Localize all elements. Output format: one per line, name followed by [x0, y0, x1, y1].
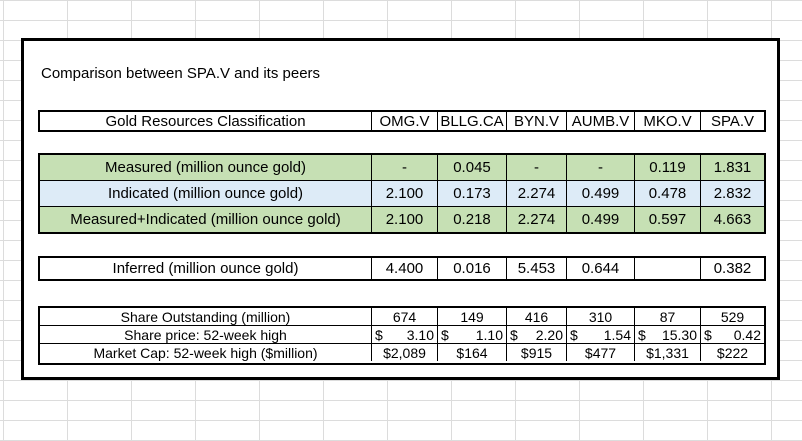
price-value: 3.10	[406, 326, 434, 343]
value-cell[interactable]: 0.499	[567, 181, 635, 206]
value-cell[interactable]: $477	[567, 344, 635, 361]
price-value: 2.20	[535, 326, 563, 343]
price-cell[interactable]: $2.20	[507, 326, 567, 343]
value-cell[interactable]: 674	[372, 308, 438, 325]
resources-block: Measured (million ounce gold) - 0.045 - …	[38, 153, 766, 234]
price-value: 1.54	[603, 326, 631, 343]
price-cell[interactable]: $15.30	[635, 326, 701, 343]
currency-symbol: $	[441, 326, 449, 343]
value-cell[interactable]: -	[507, 155, 567, 180]
value-cell[interactable]: $915	[507, 344, 567, 361]
row-label-cell[interactable]: Indicated (million ounce gold)	[40, 181, 372, 206]
value-cell[interactable]: 0.218	[438, 207, 507, 232]
ticker-cell[interactable]: SPA.V	[710, 112, 755, 130]
price-cell[interactable]: $3.10	[372, 326, 438, 343]
value-cell[interactable]: 149	[438, 308, 507, 325]
row-label-cell[interactable]: Share price: 52-week high	[40, 326, 372, 343]
price-cell[interactable]: $1.54	[567, 326, 635, 343]
table-row-market-cap: Market Cap: 52-week high ($million) $2,0…	[40, 343, 764, 361]
header-row: Gold Resources Classification OMG.V BLLG…	[38, 110, 766, 132]
value-cell[interactable]: 2.274	[507, 181, 567, 206]
row-label-cell[interactable]: Measured+Indicated (million ounce gold)	[40, 207, 372, 232]
value-cell[interactable]: 0.173	[438, 181, 507, 206]
value-cell[interactable]: -	[567, 155, 635, 180]
ticker-cell[interactable]: BYN.V	[507, 112, 567, 130]
currency-symbol: $	[570, 326, 578, 343]
value-cell[interactable]: 5.453	[507, 258, 567, 279]
ticker-cell[interactable]: BLLG.CA	[438, 112, 507, 130]
value-cell[interactable]: 0.016	[438, 258, 507, 279]
value-cell[interactable]: 0.597	[635, 207, 701, 232]
value-cell[interactable]: 0.382	[713, 260, 752, 277]
price-cell[interactable]: $1.10	[438, 326, 507, 343]
value-cell[interactable]: 2.832	[713, 185, 752, 202]
table-row-share-outstanding: Share Outstanding (million) 674 149 416 …	[40, 308, 764, 325]
price-value: 15.30	[661, 326, 697, 343]
table-row-indicated: Indicated (million ounce gold) 2.100 0.1…	[40, 180, 764, 206]
inferred-block: Inferred (million ounce gold) 4.400 0.01…	[38, 256, 766, 281]
row-label-cell[interactable]: Measured (million ounce gold)	[40, 155, 372, 180]
value-cell[interactable]: 529	[720, 308, 745, 325]
value-cell[interactable]: 0.499	[567, 207, 635, 232]
header-label-cell[interactable]: Gold Resources Classification	[40, 112, 372, 130]
ticker-cell[interactable]: AUMB.V	[567, 112, 635, 130]
value-cell[interactable]: 2.274	[507, 207, 567, 232]
price-value: 1.10	[475, 326, 503, 343]
sheet-title: Comparison between SPA.V and its peers	[41, 65, 321, 82]
value-cell[interactable]: -	[372, 155, 438, 180]
table-row-measured-indicated: Measured+Indicated (million ounce gold) …	[40, 206, 764, 232]
value-cell[interactable]: 0.478	[635, 181, 701, 206]
value-cell[interactable]: 416	[507, 308, 567, 325]
shares-block: Share Outstanding (million) 674 149 416 …	[38, 306, 766, 365]
value-cell[interactable]: 310	[567, 308, 635, 325]
table-row-share-price: Share price: 52-week high $3.10 $1.10 $2…	[40, 325, 764, 343]
value-cell[interactable]: $1,331	[635, 344, 701, 361]
value-cell[interactable]: 87	[635, 308, 701, 325]
value-cell[interactable]: $2,089	[372, 344, 438, 361]
value-cell[interactable]: $164	[438, 344, 507, 361]
value-cell[interactable]: 1.831	[713, 159, 752, 176]
row-label-cell[interactable]: Inferred (million ounce gold)	[40, 258, 372, 279]
currency-symbol: $	[375, 326, 383, 343]
currency-symbol: $	[704, 326, 712, 343]
value-cell[interactable]: 0.045	[438, 155, 507, 180]
table-row-measured: Measured (million ounce gold) - 0.045 - …	[40, 155, 764, 180]
row-label-cell[interactable]: Share Outstanding (million)	[40, 308, 372, 325]
value-cell[interactable]: 0.119	[635, 155, 701, 180]
value-cell[interactable]	[635, 258, 701, 279]
value-cell[interactable]: 2.100	[372, 181, 438, 206]
ticker-cell[interactable]: MKO.V	[635, 112, 701, 130]
table-row-inferred: Inferred (million ounce gold) 4.400 0.01…	[40, 258, 764, 279]
value-cell[interactable]: $222	[716, 344, 749, 361]
value-cell[interactable]: 0.644	[567, 258, 635, 279]
value-cell[interactable]: 4.663	[713, 211, 752, 228]
price-cell[interactable]: $0.42	[701, 326, 764, 343]
currency-symbol: $	[638, 326, 646, 343]
price-value: 0.42	[733, 326, 761, 343]
row-label-cell[interactable]: Market Cap: 52-week high ($million)	[40, 344, 372, 361]
value-cell[interactable]: 4.400	[372, 258, 438, 279]
ticker-cell[interactable]: OMG.V	[372, 112, 438, 130]
value-cell[interactable]: 2.100	[372, 207, 438, 232]
currency-symbol: $	[510, 326, 518, 343]
